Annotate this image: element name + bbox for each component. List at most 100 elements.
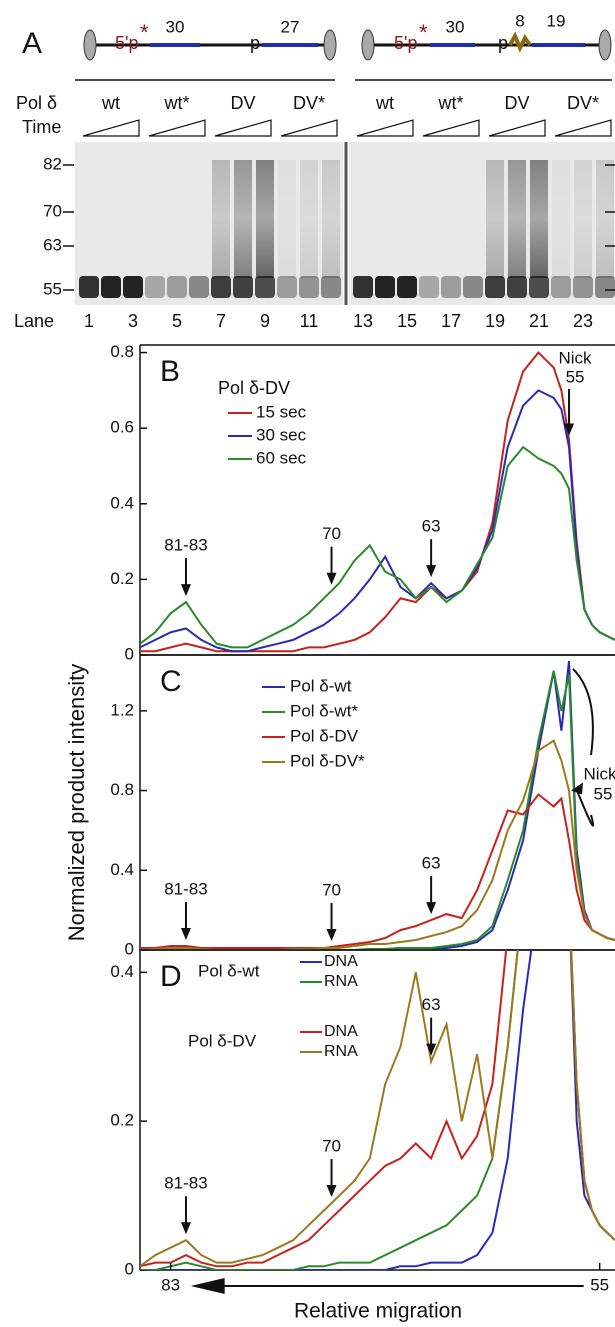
series-line — [140, 445, 615, 649]
group-label: wt — [101, 93, 120, 113]
gel-band — [145, 276, 165, 298]
legend-label: Pol δ-wt* — [290, 701, 358, 720]
time-wedge — [422, 119, 480, 137]
gel-band — [123, 276, 143, 298]
length: 27 — [281, 17, 300, 36]
series-line — [140, 950, 615, 1268]
gel-smear — [486, 160, 504, 278]
series-line — [140, 793, 615, 949]
annotation: 63 — [422, 854, 441, 873]
series-line — [140, 950, 615, 1270]
gel-smear — [552, 160, 570, 278]
brace — [576, 790, 595, 827]
row-label: Time — [22, 117, 61, 137]
gel-smear — [278, 160, 296, 278]
lane-number: 9 — [260, 311, 270, 331]
x-tick-label: 83 — [161, 1275, 180, 1294]
y-tick-label: 0 — [125, 644, 134, 663]
annotation-arrowhead — [180, 1222, 191, 1235]
group-label: wt* — [437, 93, 463, 113]
size-marker: 70 — [43, 201, 62, 220]
lane-number: 23 — [573, 311, 593, 331]
lane-number: 3 — [128, 311, 138, 331]
size-marker: 82 — [43, 154, 62, 173]
gel-band — [573, 276, 593, 298]
y-tick-label: 0.2 — [110, 569, 134, 588]
gel-band — [397, 276, 417, 298]
migration-arrowhead — [190, 1278, 225, 1294]
gel-smear — [574, 160, 592, 278]
legend-label: 60 sec — [256, 448, 307, 467]
time-wedge — [356, 119, 414, 137]
series-line — [140, 351, 615, 653]
legend-group: Pol δ-wt — [198, 961, 260, 980]
time-wedge — [554, 119, 612, 137]
annotation-arrowhead — [326, 572, 337, 585]
legend-title: Pol δ-DV — [218, 378, 290, 398]
gel-smear — [508, 160, 526, 278]
gel-band — [463, 276, 483, 298]
series-line — [140, 389, 615, 653]
gel-band — [233, 276, 253, 298]
legend-label: DNA — [324, 953, 358, 970]
group-label: wt* — [163, 93, 189, 113]
annotation-arrowhead — [571, 782, 584, 795]
gel-band — [277, 276, 297, 298]
y-tick-label: 0.8 — [110, 780, 134, 799]
size-marker: 55 — [43, 279, 62, 298]
lane-number: 13 — [353, 311, 373, 331]
primer-end: 5'p — [394, 33, 417, 53]
label-mark: * — [419, 20, 428, 45]
annotation: 55 — [594, 784, 613, 803]
panel-label: C — [160, 665, 182, 698]
primer-end: 5'p — [115, 33, 138, 53]
annotation-arrowhead — [426, 565, 437, 578]
gel-band — [299, 276, 319, 298]
annotation: 70 — [322, 524, 341, 543]
brace — [572, 668, 594, 756]
gel-band — [507, 276, 527, 298]
legend-label: Pol δ-wt — [290, 676, 352, 695]
group-label: wt — [375, 93, 394, 113]
gel-band — [79, 276, 99, 298]
annotation: Nick — [583, 764, 615, 783]
legend-label: DNA — [324, 1023, 358, 1040]
end-cap — [83, 29, 97, 61]
legend-label: Pol δ-DV* — [290, 751, 365, 770]
gel-band — [551, 276, 571, 298]
time-wedge — [280, 119, 338, 137]
gel-smear — [256, 160, 274, 278]
series-line — [140, 950, 615, 1270]
lane-number: 7 — [216, 311, 226, 331]
end-cap — [361, 29, 375, 61]
y-tick-label: 0 — [125, 1259, 134, 1278]
x-axis-label: Relative migration — [294, 1300, 462, 1323]
lane-number: 5 — [172, 311, 182, 331]
lane-number: 17 — [441, 311, 461, 331]
annotation: 63 — [422, 517, 441, 536]
group-label: DV* — [293, 93, 325, 113]
y-tick-label: 0.8 — [110, 342, 134, 361]
series-line — [140, 950, 615, 1268]
gel-smear — [322, 160, 340, 278]
time-wedge — [82, 119, 140, 137]
group-label: DV* — [567, 93, 599, 113]
annotation-arrowhead — [426, 1043, 437, 1056]
gel-band — [485, 276, 505, 298]
panel-label: D — [160, 960, 182, 993]
series-line — [140, 660, 615, 950]
gel-band — [375, 276, 395, 298]
annotation-arrowhead — [426, 902, 437, 915]
gel-band — [441, 276, 461, 298]
annotation: 70 — [322, 880, 341, 899]
panel-label: A — [22, 27, 42, 60]
time-wedge — [148, 119, 206, 137]
y-tick-label: 0 — [125, 939, 134, 958]
gel-band — [211, 276, 231, 298]
annotation: 63 — [422, 995, 441, 1014]
y-tick-label: 1.2 — [110, 700, 134, 719]
gel-band — [529, 276, 549, 298]
x-tick-label: 55 — [590, 1275, 609, 1294]
gel-band — [321, 276, 341, 298]
